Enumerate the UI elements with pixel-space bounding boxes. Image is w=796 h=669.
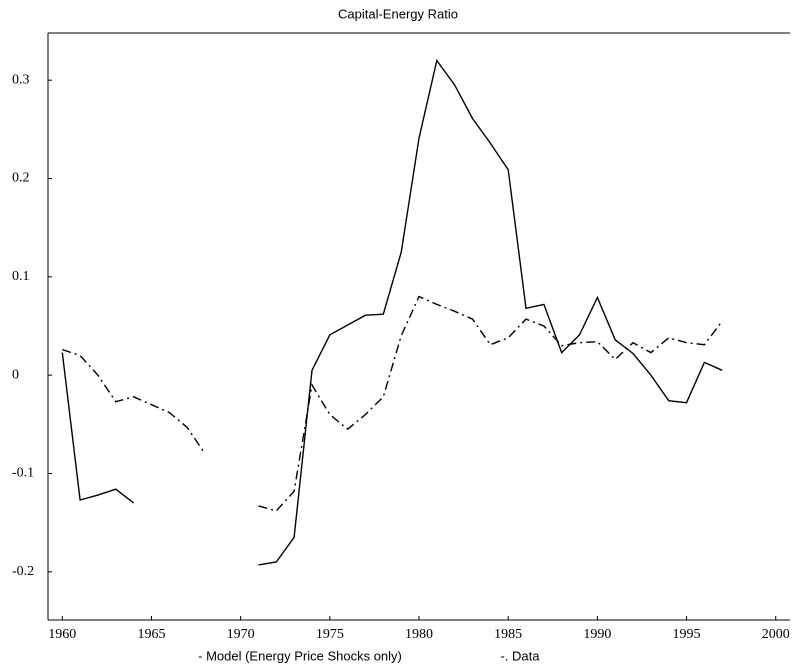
y-tick-label: 0.3 [12, 72, 30, 87]
y-tick-label: -0.2 [12, 564, 34, 579]
series-line [61, 58, 723, 566]
x-tick-label: 1980 [405, 627, 433, 642]
x-tick-label: 2000 [762, 627, 790, 642]
x-tick-label: 1995 [673, 627, 701, 642]
series-line [62, 295, 723, 512]
y-tick-label: -0.1 [12, 466, 34, 481]
legend-label: -. Data [500, 648, 540, 663]
x-tick-label: 1985 [494, 627, 522, 642]
chart-title: Capital-Energy Ratio [338, 6, 458, 21]
x-tick-label: 1965 [137, 627, 165, 642]
x-tick-label: 1960 [48, 627, 76, 642]
legend-label: - Model (Energy Price Shocks only) [198, 648, 402, 663]
y-tick-label: 0 [12, 367, 19, 382]
y-tick-label: 0.2 [12, 171, 30, 186]
x-tick-label: 1975 [316, 627, 344, 642]
x-tick-label: 1990 [583, 627, 611, 642]
y-tick-label: 0.1 [12, 269, 30, 284]
x-tick-label: 1970 [227, 627, 255, 642]
